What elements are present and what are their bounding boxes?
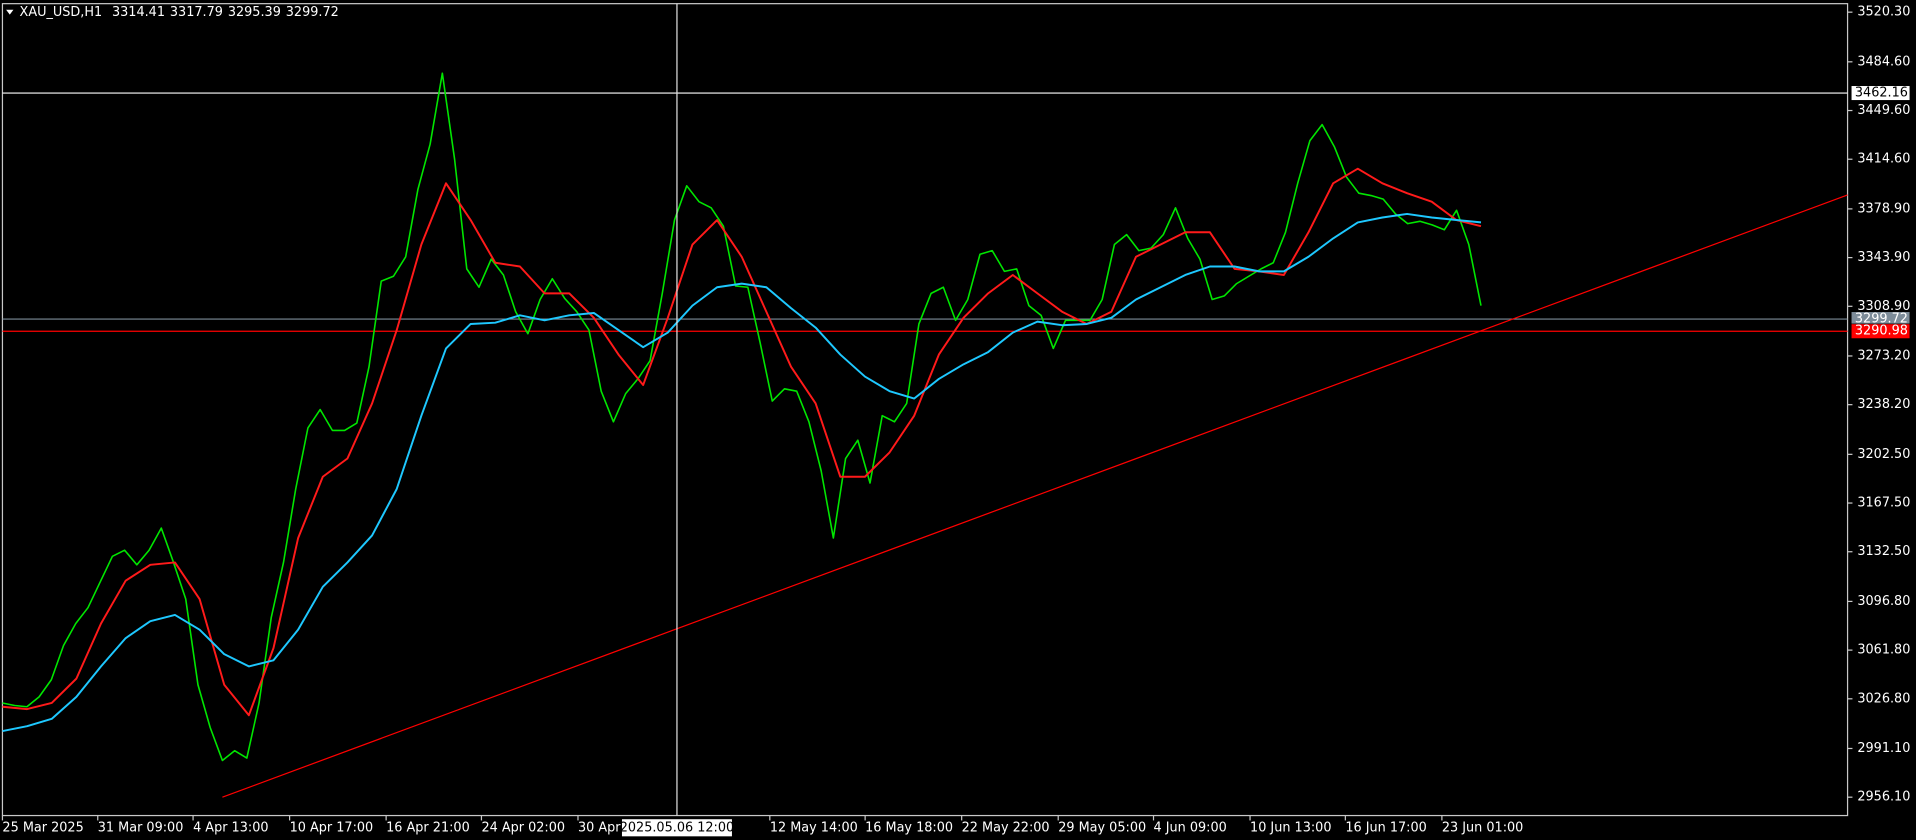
y-tick-label: 3343.90: [1857, 250, 1910, 265]
menu-arrow[interactable]: [6, 9, 14, 15]
y-tick-label: 3167.50: [1857, 496, 1910, 511]
y-tick-label: 3132.50: [1857, 544, 1910, 559]
x-tick-label: 4 Jun 09:00: [1154, 820, 1227, 835]
y-tick-label: 3202.50: [1857, 447, 1910, 462]
y-tick-label: 2991.10: [1857, 741, 1910, 756]
moving-average: [2, 167, 1482, 717]
x-tick-label: 10 Jun 13:00: [1250, 820, 1331, 835]
x-tick-label: 4 Apr 13:00: [193, 820, 268, 835]
symbol: XAU_USD,H1: [20, 5, 103, 20]
x-tick-label: 16 Jun 17:00: [1345, 820, 1426, 835]
y-tick-label: 3096.80: [1857, 594, 1910, 609]
x-tick-label: 10 Apr 17:00: [290, 820, 374, 835]
y-tick-label: 3449.60: [1857, 103, 1910, 118]
x-tick-label: 23 Jun 01:00: [1442, 820, 1523, 835]
crosshair-label-box: [621, 819, 732, 837]
price-tag: 3290.98: [1855, 324, 1908, 339]
x-tick-label: 25 Mar 2025: [2, 820, 83, 835]
price-tag: 3462.16: [1855, 86, 1908, 101]
price-tag-box: [1850, 85, 1911, 101]
y-tick-label: 3520.30: [1857, 5, 1910, 20]
y-tick-label: 3308.90: [1857, 299, 1910, 314]
x-tick-label: 24 Apr 02:00: [481, 820, 565, 835]
x-tick-label: 16 Apr 21:00: [386, 820, 470, 835]
y-tick-label: 3414.60: [1857, 152, 1910, 167]
moving-average: [2, 212, 1482, 733]
close: 3299.72: [286, 5, 339, 20]
x-tick-label: 29 May 05:00: [1058, 820, 1146, 835]
price-line-series: [2, 72, 1482, 762]
y-tick-label: 3378.90: [1857, 201, 1910, 216]
price-tag: 3299.72: [1855, 312, 1908, 327]
x-tick-label: 31 Mar 09:00: [98, 820, 184, 835]
price-tag-box: [1850, 323, 1911, 339]
low: 3295.39: [228, 5, 281, 20]
x-tick-label: 30 Apr: [578, 820, 621, 835]
crosshair-label: 2025.05.06 12:00: [620, 820, 734, 835]
y-tick-label: 3238.20: [1857, 397, 1910, 412]
axes: 3520.30 3484.60 3449.60 3414.60 3378.90 3343.…: [1, 3, 1911, 837]
y-tick-label: 3061.80: [1857, 643, 1910, 658]
plot-frame: [1, 3, 1849, 817]
high: 3317.79: [170, 5, 223, 20]
y-tick-label: 2956.10: [1857, 790, 1910, 805]
chart-header: XAU_USD,H1 3314.41 3317.79 3295.39 3299.72: [20, 5, 339, 20]
open: 3314.41: [112, 5, 165, 20]
y-tick-label: 3484.60: [1857, 54, 1910, 69]
y-tick-label: 3273.20: [1857, 348, 1910, 363]
y-tick-label: 3026.80: [1857, 691, 1910, 706]
x-tick-label: 16 May 18:00: [865, 820, 953, 835]
trendline: [222, 194, 1848, 798]
x-tick-label: 12 May 14:00: [770, 820, 858, 835]
plot-area: [2, 72, 1848, 798]
x-tick-label: 22 May 22:00: [962, 820, 1050, 835]
